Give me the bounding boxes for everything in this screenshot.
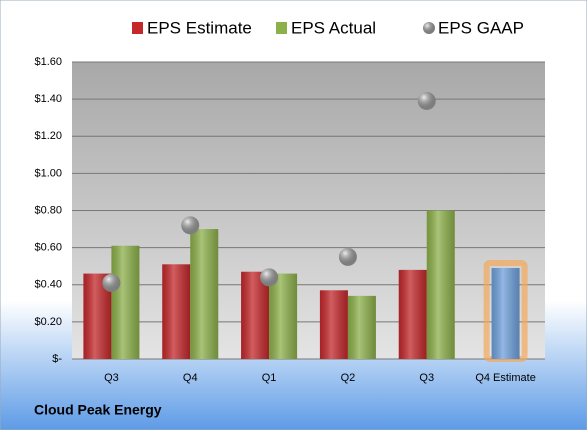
y-tick-label: $1.40	[34, 93, 62, 105]
legend-label: EPS GAAP	[438, 18, 524, 37]
point-shine	[338, 247, 357, 266]
legend-marker	[276, 22, 287, 34]
y-tick-label: $0.20	[34, 316, 62, 328]
x-tick-label: Q4	[183, 372, 198, 384]
legend-label: EPS Actual	[291, 18, 376, 37]
x-tick-label: Q2	[341, 372, 356, 384]
bar-shine	[111, 245, 140, 359]
y-tick-label: $1.60	[34, 56, 62, 68]
bar-shine	[162, 264, 191, 359]
legend-label: EPS Estimate	[147, 18, 252, 37]
point-shine	[260, 268, 279, 287]
point-shine	[417, 91, 436, 110]
point-shine	[102, 273, 121, 292]
y-tick-label: $0.80	[34, 204, 62, 216]
y-tick-label: $1.00	[34, 167, 62, 179]
x-tick-label: Q3	[104, 372, 119, 384]
bar-shine	[398, 269, 427, 359]
legend-marker-shine	[423, 22, 435, 34]
x-tick-label: Q1	[262, 372, 277, 384]
legend-marker	[132, 22, 143, 34]
bar-shine	[347, 295, 376, 359]
y-tick-label: $0.60	[34, 242, 62, 254]
y-tick-label: $-	[52, 353, 62, 365]
bar-shine	[491, 268, 520, 359]
bar-shine	[241, 271, 270, 359]
point-shine	[181, 216, 200, 235]
footer: Cloud Peak Energy	[34, 402, 162, 418]
y-tick-label: $1.20	[34, 130, 62, 142]
x-tick-label: Q3	[419, 372, 434, 384]
bar-shine	[190, 229, 219, 359]
y-tick-label: $0.40	[34, 279, 62, 291]
bar-shine	[269, 273, 298, 359]
bar-shine	[426, 210, 455, 359]
x-tick-label: Q4 Estimate	[475, 372, 536, 384]
bar-shine	[319, 290, 348, 359]
